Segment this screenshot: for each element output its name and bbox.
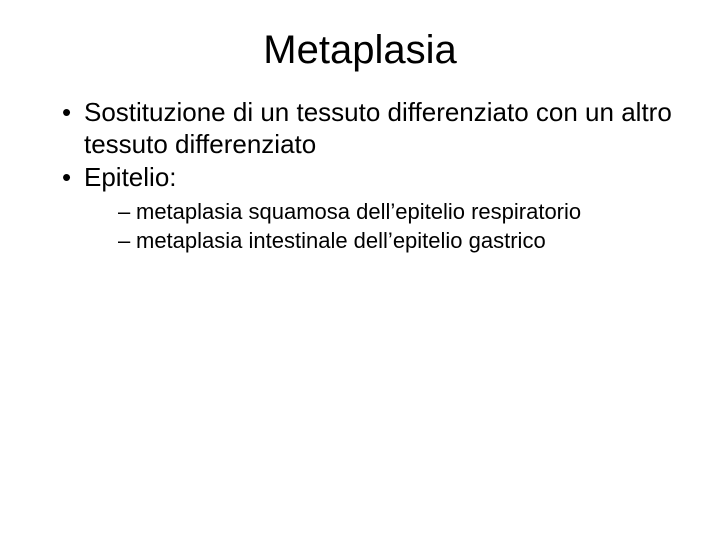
sub-bullet-item: metaplasia intestinale dell’epitelio gas… — [118, 227, 680, 255]
bullet-list: Sostituzione di un tessuto differenziato… — [40, 97, 680, 254]
slide-title: Metaplasia — [40, 28, 680, 73]
sub-bullet-text: metaplasia intestinale dell’epitelio gas… — [136, 228, 546, 253]
sub-bullet-list: metaplasia squamosa dell’epitelio respir… — [84, 198, 680, 254]
slide: Metaplasia Sostituzione di un tessuto di… — [0, 0, 720, 540]
bullet-text: Sostituzione di un tessuto differenziato… — [84, 97, 672, 159]
sub-bullet-text: metaplasia squamosa dell’epitelio respir… — [136, 199, 581, 224]
bullet-text: Epitelio: — [84, 162, 177, 192]
bullet-item: Epitelio: metaplasia squamosa dell’epite… — [62, 162, 680, 254]
sub-bullet-item: metaplasia squamosa dell’epitelio respir… — [118, 198, 680, 226]
bullet-item: Sostituzione di un tessuto differenziato… — [62, 97, 680, 160]
